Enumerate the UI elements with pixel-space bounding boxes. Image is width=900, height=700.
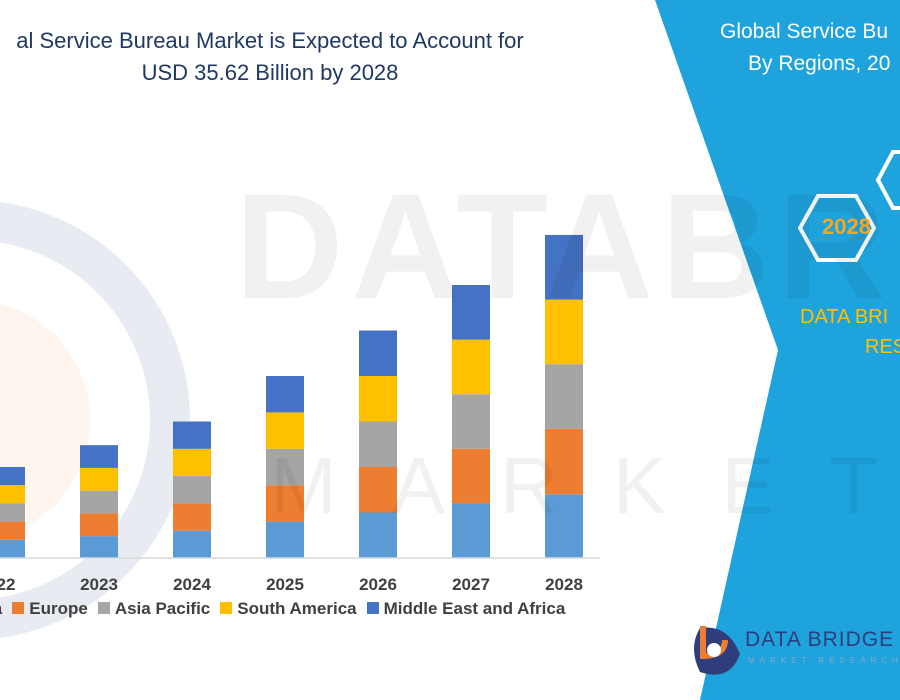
brand-line-1: DATA BRI [800, 306, 889, 328]
bar-2025-series-4 [266, 376, 304, 413]
legend-label: South America [237, 599, 357, 618]
legend-label: rica [0, 599, 2, 618]
watermark-sub: MARKET RESEARCH [270, 441, 900, 530]
legend-swatch [97, 602, 110, 614]
x-tick-label: 2025 [266, 575, 304, 594]
bar-2023-series-0 [80, 536, 118, 558]
legend-label: Asia Pacific [114, 599, 211, 618]
legend-swatch [12, 602, 25, 614]
hexagon-outline [797, 194, 877, 262]
bar-2027-series-1 [452, 448, 490, 504]
bar-2023-series-2 [80, 490, 118, 514]
legend-item: Europe [12, 599, 88, 619]
legend-label: Europe [29, 599, 88, 618]
bar-2023-series-4 [80, 445, 118, 468]
bar-2028-series-1 [545, 428, 583, 495]
bar-22-series-3 [0, 485, 25, 504]
logo-subtext: MARKET RESEARCH [748, 656, 900, 665]
panel-title-line-1: Global Service Bu [720, 20, 889, 43]
bar-2025-series-1 [266, 485, 304, 522]
x-tick-labels: 22 2023 2024 2025 2026 2027 2028 [0, 575, 583, 594]
bar-2028-series-4 [545, 234, 583, 300]
legend-item: South America [220, 599, 357, 619]
x-tick-label: 2027 [452, 575, 490, 594]
legend-item: rica [0, 599, 2, 619]
legend-label: Middle East and Africa [383, 599, 566, 618]
legend-item: Asia Pacific [97, 599, 211, 619]
background-decoration [0, 202, 190, 638]
bar-22-series-0 [0, 539, 25, 558]
panel-title-line-2: By Regions, 20 [748, 52, 891, 75]
bar-2024-series-3 [173, 448, 211, 477]
bar-2028-series-0 [545, 494, 583, 558]
bar-2028-series-2 [545, 364, 583, 429]
chart-title-line-1: al Service Bureau Market is Expected to … [16, 28, 524, 53]
x-tick-label: 2023 [80, 575, 118, 594]
bar-2024-series-4 [173, 421, 211, 449]
bar-2023-series-1 [80, 513, 118, 537]
bar-2025-series-3 [266, 412, 304, 449]
x-tick-label: 2026 [359, 575, 397, 594]
side-panel [655, 0, 900, 700]
bar-2025-series-0 [266, 521, 304, 558]
logo-mark [694, 626, 740, 675]
legend-swatch [220, 602, 233, 614]
x-tick-label: 22 [0, 575, 15, 594]
bar-2026-series-1 [359, 467, 397, 513]
brand-line-2: RES [865, 336, 900, 358]
legend-item: Middle East and Africa [366, 599, 566, 619]
hexagon-year-label: 2028 [822, 214, 871, 239]
bar-2024-series-1 [173, 503, 211, 531]
x-tick-label: 2028 [545, 575, 583, 594]
bars-group [0, 234, 583, 558]
bar-2024-series-2 [173, 476, 211, 504]
x-tick-label: 2024 [173, 575, 211, 594]
bar-2027-series-4 [452, 285, 490, 340]
logo-text: DATA BRIDGE [745, 628, 895, 651]
bar-2027-series-0 [452, 503, 490, 558]
bar-2027-series-2 [452, 394, 490, 449]
bar-22-series-2 [0, 503, 25, 522]
bar-2025-series-2 [266, 448, 304, 486]
bar-22-series-4 [0, 467, 25, 486]
bar-2028-series-3 [545, 299, 583, 365]
bar-2026-series-0 [359, 512, 397, 558]
bar-2023-series-3 [80, 467, 118, 491]
legend-swatch [366, 602, 379, 614]
bar-2026-series-3 [359, 376, 397, 422]
bar-2027-series-3 [452, 339, 490, 395]
bar-2024-series-0 [173, 530, 211, 558]
bar-2026-series-2 [359, 421, 397, 467]
bar-22-series-1 [0, 521, 25, 540]
chart-legend: rica Europe Asia Pacific South America Middl… [0, 599, 575, 619]
chart-title-line-2: USD 35.62 Billion by 2028 [141, 60, 399, 85]
hexagon-outline-2 [875, 150, 900, 210]
bar-2026-series-4 [359, 330, 397, 376]
